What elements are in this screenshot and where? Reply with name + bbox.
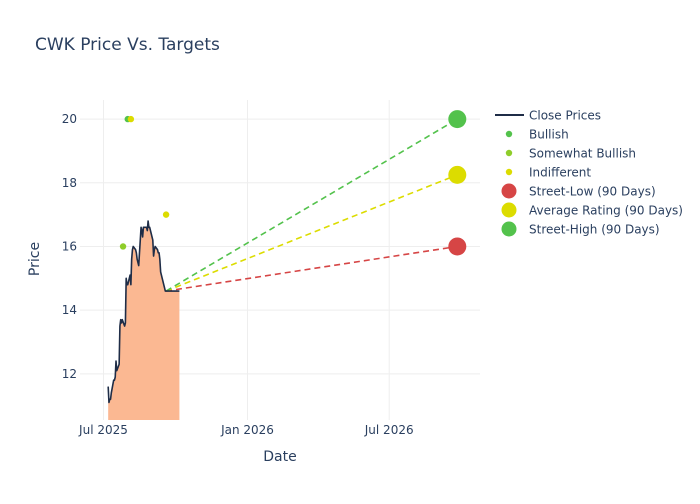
legend-item-somewhat-bullish[interactable]: Somewhat Bullish xyxy=(505,147,636,161)
legend-label: Indifferent xyxy=(529,166,591,180)
legend-item-indifferent[interactable]: Indifferent xyxy=(505,166,592,180)
legend-item-street-high-90-days[interactable]: Street-High (90 Days) xyxy=(501,221,660,237)
legend-label: Bullish xyxy=(529,128,569,142)
x-tick-label: Jan 2026 xyxy=(220,423,274,437)
street-low-target-line xyxy=(165,245,458,292)
legend-item-average-rating-90-days[interactable]: Average Rating (90 Days) xyxy=(501,202,684,218)
x-tick-label: Jul 2026 xyxy=(364,423,414,437)
legend-swatch xyxy=(501,202,517,218)
chart-title: CWK Price Vs. Targets xyxy=(35,35,220,55)
legend-label: Average Rating (90 Days) xyxy=(529,204,683,218)
line-layer xyxy=(107,220,180,404)
y-tick-label: 14 xyxy=(62,303,77,317)
legend-swatch xyxy=(505,130,513,138)
legend-item-close-prices[interactable]: Close Prices xyxy=(495,109,601,123)
legend-swatch xyxy=(505,168,513,176)
area-layer xyxy=(108,221,180,420)
y-axis-title: Price xyxy=(27,242,43,276)
close-price-area xyxy=(108,221,180,420)
legend-label: Street-Low (90 Days) xyxy=(529,185,656,199)
x-tick-label: Jul 2025 xyxy=(78,423,128,437)
legend-swatch xyxy=(501,221,517,237)
legend[interactable]: Close Prices Bullish Somewhat Bullish Indif… xyxy=(495,109,683,237)
target-lines-layer xyxy=(165,118,458,292)
street-high-target-line xyxy=(165,118,458,292)
legend-label: Street-High (90 Days) xyxy=(529,223,660,237)
y-tick-label: 16 xyxy=(62,239,77,253)
indifferent-rating-marker xyxy=(127,115,135,123)
legend-label: Somewhat Bullish xyxy=(529,147,636,161)
y-tick-label: 12 xyxy=(62,367,77,381)
average-rating-target-marker xyxy=(448,165,467,184)
marker-layer xyxy=(119,110,467,256)
legend-label: Close Prices xyxy=(529,109,601,123)
legend-swatch xyxy=(501,183,517,199)
axis-layer: 12 14 16 18 20 Jul 2025 Jan 2026 Jul 2026 xyxy=(62,112,414,437)
somewhat-bullish-rating-marker xyxy=(119,243,127,250)
y-tick-label: 20 xyxy=(62,112,77,126)
legend-swatch xyxy=(505,149,513,157)
y-tick-label: 18 xyxy=(62,176,77,190)
legend-item-street-low-90-days[interactable]: Street-Low (90 Days) xyxy=(501,183,656,199)
legend-item-bullish[interactable]: Bullish xyxy=(505,128,569,142)
indifferent-rating-marker xyxy=(162,211,170,218)
x-axis-title: Date xyxy=(263,449,296,465)
street-low-target-marker xyxy=(448,237,467,256)
street-high-target-marker xyxy=(448,110,467,129)
close-price-line xyxy=(107,220,180,404)
average-rating-target-line xyxy=(165,174,458,292)
